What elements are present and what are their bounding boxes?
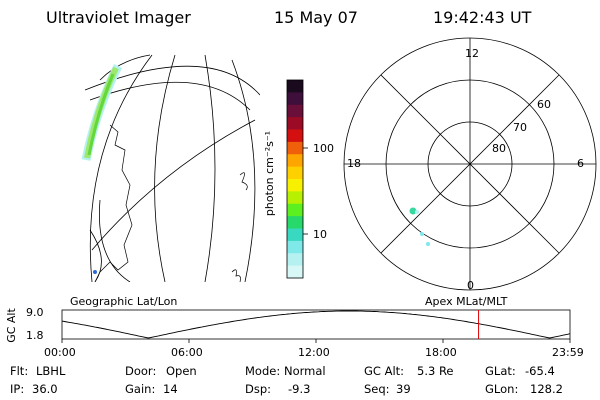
seq-value: 39: [396, 384, 411, 396]
color-bar-segment: [287, 117, 303, 130]
color-bar-segment: [287, 216, 303, 229]
time-label-0000: 00:00: [44, 347, 76, 358]
color-bar-segment: [287, 105, 303, 118]
color-bar-segment: [287, 92, 303, 105]
lon-line: [205, 55, 215, 282]
gain-value: 14: [163, 384, 178, 396]
geographic-label: Geographic Lat/Lon: [70, 296, 177, 307]
ip-key: IP:: [10, 384, 24, 396]
color-bar-segment: [287, 229, 303, 242]
flt-key: Flt:: [10, 366, 28, 378]
color-bar-segment: [287, 191, 303, 204]
polar-aurora: [410, 208, 431, 247]
color-bar-segment: [287, 142, 303, 155]
alt-max-label: 9.0: [26, 307, 44, 318]
glat-value: -65.4: [525, 366, 555, 378]
color-bar-segment: [287, 167, 303, 180]
colorbar-tick-100: 100: [313, 143, 334, 154]
aurora-arc: [86, 66, 118, 274]
polar-plot: [344, 38, 596, 290]
lat-80-label: 80: [492, 143, 506, 154]
apex-label: Apex MLat/MLT: [425, 296, 507, 307]
time-label-0600: 06:00: [171, 347, 203, 358]
door-value: Open: [166, 366, 197, 378]
color-bar-segment: [287, 266, 303, 279]
lon-line: [90, 55, 152, 282]
color-bar: [287, 80, 303, 279]
color-bar-segment: [287, 154, 303, 167]
color-bar-segment: [287, 179, 303, 192]
gcalt-value: 5.3 Re: [417, 366, 454, 378]
color-bar-segment: [287, 253, 303, 266]
lat-60-label: 60: [537, 99, 551, 110]
time-label-1800: 18:00: [425, 347, 457, 358]
coastline: [95, 125, 132, 282]
color-bar-segment: [287, 241, 303, 254]
glat-key: GLat:: [485, 366, 516, 378]
mode-value: Normal: [284, 366, 326, 378]
mlt-6-label: 6: [577, 158, 584, 169]
glon-key: GLon:: [485, 384, 518, 396]
gain-key: Gain:: [125, 384, 155, 396]
mlt-0-label: 0: [467, 280, 474, 291]
dsp-value: -9.3: [288, 384, 310, 396]
colorbar-tick-10: 10: [313, 229, 327, 240]
lon-line: [232, 60, 255, 282]
colorbar-units: photon cm⁻²s⁻¹: [264, 131, 275, 216]
time-label-1200: 12:00: [298, 347, 330, 358]
coastline: [232, 270, 241, 282]
lat-line: [90, 82, 250, 110]
coastline: [240, 173, 247, 190]
gcalt-key: GC Alt:: [364, 366, 404, 378]
dsp-key: Dsp:: [245, 384, 271, 396]
lon-line: [155, 55, 175, 282]
time-label-2359: 23:59: [552, 347, 584, 358]
gc-alt-axis-title: GC Alt: [6, 308, 17, 343]
door-key: Door:: [125, 366, 156, 378]
mlt-18-label: 18: [347, 158, 361, 169]
seq-key: Seq:: [364, 384, 390, 396]
glon-value: 128.2: [530, 384, 563, 396]
flt-value: LBHL: [36, 366, 65, 378]
orbit-altitude-curve: [62, 311, 570, 338]
ip-value: 36.0: [32, 384, 58, 396]
alt-min-label: 1.8: [26, 330, 44, 341]
mode-key: Mode:: [245, 366, 280, 378]
lat-70-label: 70: [513, 122, 527, 133]
mlt-12-label: 12: [465, 48, 479, 59]
color-bar-segment: [287, 204, 303, 217]
color-bar-segment: [287, 80, 303, 93]
color-bar-segment: [287, 130, 303, 143]
orbit-plot-frame: [62, 310, 570, 339]
